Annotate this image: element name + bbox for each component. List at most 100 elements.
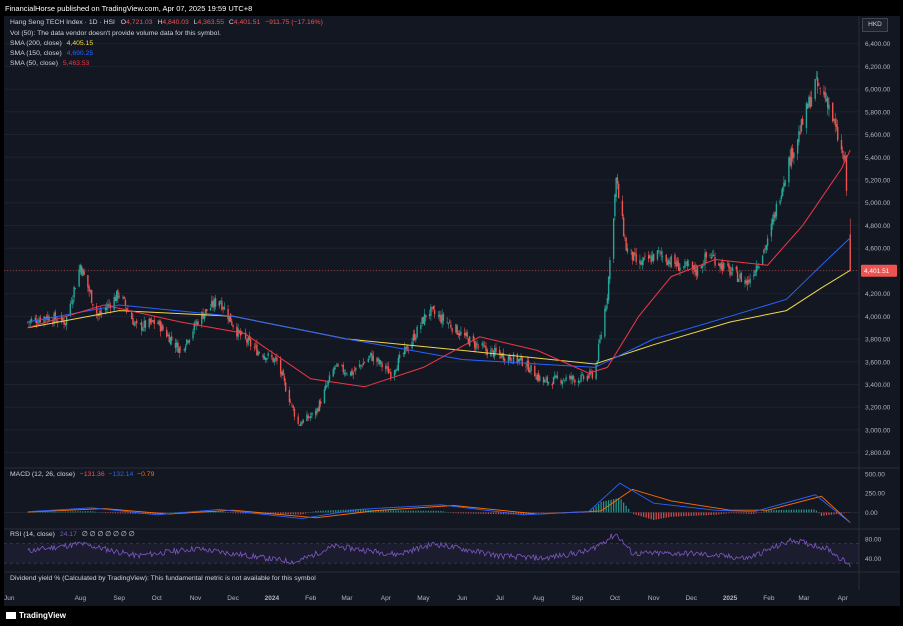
- macd-histogram-bar: [112, 512, 114, 514]
- candle-body: [232, 325, 234, 328]
- candle-body: [117, 290, 119, 299]
- candle-body: [705, 252, 707, 258]
- candle-body: [504, 358, 506, 362]
- macd-histogram-bar: [643, 512, 645, 518]
- candle-body: [288, 390, 291, 403]
- macd-histogram-bar: [633, 512, 635, 515]
- macd-histogram-bar: [460, 512, 462, 514]
- symbol-legend[interactable]: Hang Seng TECH Index · 1D · HSI O4,721.0…: [10, 19, 323, 26]
- candle-body: [666, 261, 669, 266]
- candle-body: [744, 280, 746, 284]
- candle-body: [87, 275, 89, 288]
- candle-body: [402, 353, 405, 355]
- candle-body: [336, 363, 338, 367]
- macd-histogram-bar: [678, 512, 680, 517]
- macd-histogram-bar: [628, 508, 630, 513]
- candle-body: [580, 374, 582, 382]
- candle-body: [78, 269, 80, 287]
- candle-body: [183, 349, 185, 351]
- candle-body: [201, 311, 203, 325]
- macd-legend[interactable]: MACD (12, 26, close) −131.36 −132.14 −0.…: [10, 471, 154, 478]
- sma150-legend[interactable]: SMA (150, close) 4,690.25: [10, 50, 93, 57]
- candle-body: [430, 306, 432, 316]
- candle-body: [834, 118, 836, 126]
- macd-histogram-bar: [760, 511, 762, 513]
- rsi-line: [27, 532, 851, 568]
- macd-histogram-bar: [340, 509, 342, 513]
- candle-body: [88, 286, 90, 292]
- candle-body: [385, 365, 387, 370]
- macd-histogram-bar: [400, 510, 402, 513]
- currency-badge[interactable]: HKD: [862, 18, 888, 32]
- macd-histogram-bar: [695, 512, 697, 516]
- candle-body: [83, 270, 85, 275]
- macd-histogram-bar: [69, 511, 71, 513]
- candle-body: [317, 408, 319, 412]
- macd-histogram-bar: [683, 512, 685, 517]
- candle-body: [448, 322, 451, 324]
- price-tick-label: 4,800.00: [865, 223, 891, 230]
- macd-histogram-bar: [94, 511, 96, 513]
- candle-body: [352, 372, 354, 375]
- macd-histogram-bar: [833, 512, 835, 515]
- candle-body: [773, 214, 775, 222]
- candle-body: [615, 177, 617, 197]
- macd-signal-line: [27, 488, 851, 523]
- candle-body: [472, 335, 475, 340]
- candle-body: [849, 234, 851, 271]
- macd-histogram-bar: [673, 512, 675, 517]
- candle-body: [535, 377, 537, 380]
- macd-histogram-bar: [222, 511, 224, 513]
- candle-body: [284, 382, 287, 392]
- candle-body: [612, 218, 615, 259]
- candle-body: [298, 425, 301, 426]
- candle-body: [765, 245, 768, 250]
- candle-body: [835, 124, 838, 127]
- macd-histogram-bar: [305, 512, 307, 514]
- macd-histogram-bar: [700, 512, 702, 516]
- candle-body: [758, 266, 760, 269]
- candle-body: [187, 340, 189, 343]
- candle-body: [837, 126, 839, 141]
- candle-body: [446, 321, 448, 323]
- candle-body: [650, 257, 652, 263]
- macd-histogram-bar: [803, 509, 805, 513]
- candle-body: [484, 345, 486, 347]
- candle-body: [596, 360, 599, 364]
- candle-body: [196, 321, 198, 326]
- candle-body: [396, 368, 398, 371]
- macd-histogram-bar: [467, 512, 470, 514]
- candle-body: [519, 358, 521, 361]
- candle-body: [809, 96, 811, 108]
- time-tick-label: Oct: [610, 595, 620, 602]
- candle-body: [770, 223, 773, 237]
- candle-body: [833, 119, 835, 121]
- candle-body: [521, 357, 523, 366]
- volume-legend[interactable]: Vol (50): The data vendor doesn't provid…: [10, 30, 221, 37]
- tradingview-logo[interactable]: TradingView: [6, 611, 66, 620]
- price-tick-label: 4,000.00: [865, 314, 891, 321]
- candle-body: [341, 364, 343, 366]
- rsi-legend[interactable]: RSI (14, close) 24.17 ∅ ∅ ∅ ∅ ∅ ∅ ∅: [10, 530, 135, 538]
- macd-histogram-bar: [763, 511, 765, 513]
- sma50-line: [27, 149, 851, 388]
- macd-histogram-bar: [104, 512, 106, 514]
- candle-body: [634, 252, 636, 255]
- candle-body: [800, 119, 803, 132]
- macd-histogram-bar: [430, 510, 432, 513]
- candle-body: [416, 326, 418, 338]
- price-tick-label: 5,000.00: [865, 200, 891, 207]
- candle-body: [211, 300, 213, 307]
- candle-body: [387, 366, 390, 374]
- sma50-legend[interactable]: SMA (50, close) 5,463.53: [10, 60, 89, 67]
- candle-body: [161, 324, 163, 331]
- chart-area[interactable]: 6,400.00 6,200.00 6,000.00 5,800.00 5,600.00…: [4, 16, 900, 606]
- candle-body: [529, 370, 531, 373]
- macd-histogram-bar: [330, 510, 332, 513]
- time-tick-label: May: [417, 595, 430, 602]
- candle-body: [206, 308, 208, 312]
- macd-histogram-bar: [440, 510, 442, 513]
- sma200-legend[interactable]: SMA (200, close) 4,405.15: [10, 40, 93, 47]
- candle-body: [320, 401, 322, 405]
- dividend-legend[interactable]: Dividend yield % (Calculated by TradingV…: [10, 575, 316, 582]
